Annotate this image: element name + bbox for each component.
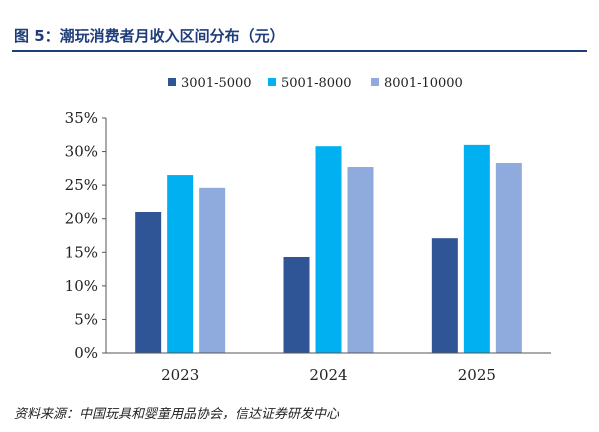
x-tick-label: 2025 — [458, 366, 496, 384]
y-tick-label: 5% — [74, 310, 98, 328]
legend-label: 8001-10000 — [384, 76, 463, 91]
legend-swatch — [168, 78, 176, 86]
title-rule — [12, 50, 587, 52]
bar — [431, 238, 458, 353]
x-tick-label: 2024 — [309, 366, 347, 384]
bar — [347, 167, 374, 353]
y-tick-label: 25% — [65, 176, 98, 194]
y-tick-label: 20% — [65, 210, 98, 228]
y-tick-label: 0% — [74, 344, 98, 362]
x-tick-label: 2023 — [161, 366, 199, 384]
y-tick-label: 35% — [65, 109, 98, 127]
figure-title: 图 5：潮玩消费者月收入区间分布（元） — [14, 27, 285, 45]
bar — [315, 146, 342, 353]
y-tick-label: 15% — [65, 243, 98, 261]
y-tick-label: 30% — [65, 143, 98, 161]
bar — [167, 175, 194, 353]
bar — [495, 162, 522, 353]
bar — [135, 212, 162, 353]
legend-swatch — [268, 78, 276, 86]
y-axis: 0% 5% 10% 15% 20% 25% 30% 35% — [65, 109, 107, 362]
bar — [199, 187, 226, 353]
legend-label: 3001-5000 — [181, 76, 252, 91]
bar — [463, 144, 490, 353]
legend-swatch — [371, 78, 379, 86]
source-note: 资料来源：中国玩具和婴童用品协会，信达证券研发中心 — [14, 407, 340, 422]
x-axis: 2023 2024 2025 — [106, 352, 551, 384]
bars — [135, 144, 522, 353]
legend-label: 5001-8000 — [281, 76, 352, 91]
y-tick-label: 10% — [65, 277, 98, 295]
bar — [283, 256, 310, 353]
legend: 3001-5000 5001-8000 8001-10000 — [168, 76, 463, 91]
